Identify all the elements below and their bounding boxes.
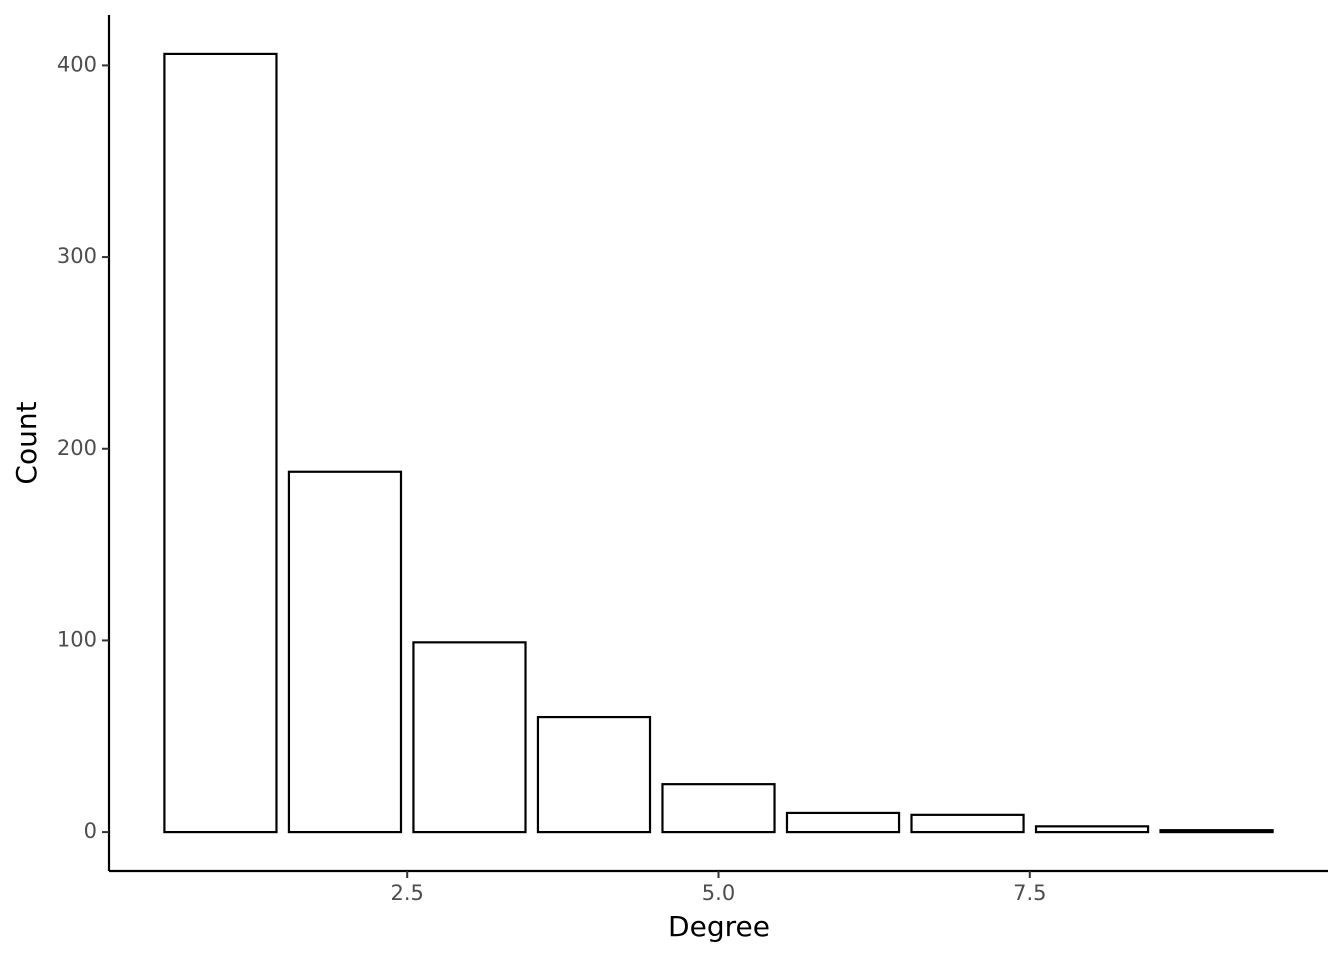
bar [1034, 825, 1150, 834]
bar [785, 811, 901, 834]
y-axis-title: Count [10, 401, 43, 484]
x-tick-label: 7.5 [1013, 881, 1046, 905]
y-tick-label: 400 [57, 52, 97, 76]
y-tick-label: 300 [57, 244, 97, 268]
bar [163, 52, 278, 834]
bar [910, 813, 1025, 834]
y-tick-label: 0 [84, 819, 97, 843]
x-tick-label: 2.5 [391, 881, 424, 905]
y-tick-label: 100 [57, 627, 97, 651]
bar [412, 641, 527, 834]
y-tick-label: 200 [57, 436, 97, 460]
bar [661, 783, 776, 834]
x-tick-label: 5.0 [702, 881, 735, 905]
bar [1159, 829, 1274, 834]
x-axis-title: Degree [668, 910, 770, 943]
bar [287, 470, 403, 834]
bar [536, 715, 652, 834]
